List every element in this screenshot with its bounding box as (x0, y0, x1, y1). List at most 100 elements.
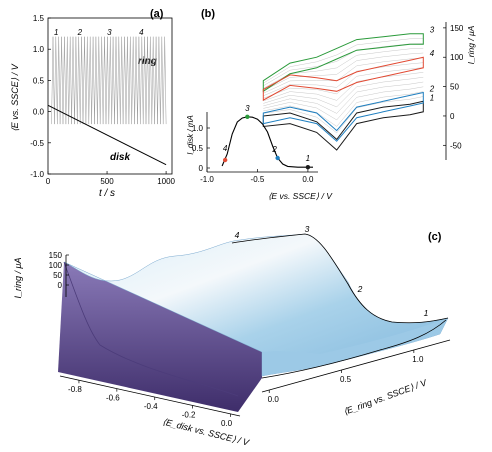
disk-ramp-line (47, 104, 167, 166)
inset-point-label-2: 2 (271, 145, 277, 154)
y-tick-label: 1.5 (33, 14, 45, 23)
inset-current-line (221, 116, 313, 168)
ring-waveform (51, 36, 167, 125)
cv-gray-trace (263, 81, 424, 114)
inset-point-label-1: 1 (306, 154, 310, 163)
cv-gray-trace (263, 96, 424, 134)
ring-tick-label: 0.0 (268, 395, 280, 404)
peak-label-2: 2 (357, 284, 363, 294)
disk-tick-label: -0.8 (68, 385, 82, 394)
cv-gray-trace (263, 38, 424, 84)
cv-label-4: 4 (430, 49, 435, 58)
inset-point-4 (222, 157, 228, 163)
panel-c-label: (c) (428, 231, 442, 243)
inset-plot: 0 0.5 1.0 -1.0 -0.5 0.0 1 2 3 4 (192, 104, 318, 184)
inset-y-tick-label: 0.5 (192, 144, 204, 153)
inset-point-1 (305, 165, 311, 170)
peak-label-1: 1 (424, 308, 429, 318)
cv-label-1: 1 (430, 93, 434, 102)
surface-peak-labels: 1 2 3 4 (235, 224, 429, 318)
z-tick-label: 100 (49, 261, 63, 270)
cv-trace-2 (262, 91, 424, 142)
cv-y-tick-label: -50 (450, 141, 462, 150)
disk-tick-label: -0.6 (106, 394, 120, 403)
surface-front-lip (262, 318, 448, 376)
inset-x-tick-label: -1.0 (200, 175, 214, 184)
cv-gray-trace (263, 72, 424, 102)
y-tick-label: 1.0 (33, 45, 45, 54)
cv-y-tick-label: 100 (450, 53, 464, 62)
disk-tick-label: -0.4 (144, 402, 158, 411)
panel-b-label: (b) (201, 8, 215, 20)
disk-tick-label: -0.2 (182, 410, 196, 419)
y-tick-label: 0.0 (33, 108, 45, 117)
cv-gray-trace (263, 47, 424, 89)
y-tick-label: -0.5 (30, 139, 44, 148)
cv-trace-1 (262, 100, 424, 151)
cv-gray-trace (263, 52, 424, 92)
inset-ylabel: I_disk / mA (186, 115, 195, 155)
panel-a: (a) ⟨E vs. SSCE⟩ / V t / s ring disk -1.… (10, 8, 176, 199)
cycle-label-1: 1 (54, 28, 58, 37)
surface-side-face (58, 262, 262, 412)
cycle-label-2: 2 (77, 28, 83, 37)
panel-c-xlabel: ⟨E_ring vs. SSCE⟩ / V (342, 377, 429, 417)
inset-x-tick-label: -0.5 (251, 175, 265, 184)
inset-y-tick-label: 0 (199, 164, 204, 173)
x-tick-label: 1000 (157, 177, 175, 186)
cv-gray-trace (263, 86, 424, 121)
cycle-label-4: 4 (139, 28, 144, 37)
cv-gray-trace (263, 67, 424, 99)
panel-c: (c) I_ring / μA ⟨E_ring vs. SSCE⟩ / V ⟨E… (13, 224, 451, 448)
z-tick-label: 50 (53, 271, 62, 280)
cv-label-3: 3 (430, 26, 435, 35)
ring-tick-label: 0.5 (340, 375, 352, 384)
cv-y-tick-label: 150 (450, 24, 464, 33)
inset-xlabel: ⟨E vs. SSCE⟩ / V (268, 191, 333, 201)
disk-axis (59, 375, 241, 417)
surface-left-ridge (63, 261, 239, 397)
panel-a-ylabel: ⟨E vs. SSCE⟩ / V (10, 63, 20, 132)
cv-gray-trace (263, 62, 424, 97)
cv-trace-3 (262, 33, 424, 93)
disk-label: disk (110, 152, 130, 163)
cv-gray-trace (263, 43, 424, 87)
cycle-label-3: 3 (107, 28, 112, 37)
z-tick-label: 0 (58, 281, 63, 290)
inset-point-label-3: 3 (245, 104, 250, 113)
x-tick-label: 0 (46, 177, 51, 186)
cv-label-2: 2 (429, 84, 435, 93)
inset-point-label-4: 4 (223, 144, 228, 153)
panel-c-ylabel: ⟨E_disk vs. SSCE⟩ / V (162, 417, 251, 448)
y-tick-label: 0.5 (33, 76, 45, 85)
cv-y-tick-label: 50 (450, 83, 459, 92)
inset-y-tick-label: 1.0 (192, 124, 204, 133)
panel-a-frame (47, 17, 173, 175)
cycle-labels: 1 2 3 4 (54, 28, 144, 37)
surface-edge-line (261, 319, 447, 379)
cv-gray-trace (263, 91, 424, 127)
ring-label: ring (138, 56, 157, 67)
panel-a-axes: -1.0 -0.5 0.0 0.5 1.0 1.5 0 500 1000 (30, 14, 175, 186)
ring-axis (261, 339, 451, 393)
inset-x-tick-label: 0.0 (302, 175, 314, 184)
ring-tick-label: 1.0 (412, 355, 424, 364)
panel-c-zlabel: I_ring / μA (13, 258, 23, 299)
panel-b: (b) I_disk / mA ⟨E vs. SSCE⟩ / V I_ring … (186, 8, 476, 201)
panel-a-label: (a) (150, 8, 164, 20)
inset-point-2 (275, 155, 280, 161)
cv-y-tick-label: 0 (450, 112, 455, 121)
panel-a-xlabel: t / s (99, 188, 115, 199)
ring-axis-label: I_ring / μA (466, 25, 476, 64)
cv-gray-trace (263, 57, 424, 94)
disk-tick-label: 0.0 (221, 419, 233, 428)
z-tick-label: 150 (49, 251, 63, 260)
peak-label-4: 4 (235, 230, 240, 240)
cv-trace-4 (262, 56, 424, 101)
y-tick-label: -1.0 (30, 170, 44, 179)
inset-point-3 (245, 114, 250, 120)
cv-gray-trace (263, 76, 424, 108)
